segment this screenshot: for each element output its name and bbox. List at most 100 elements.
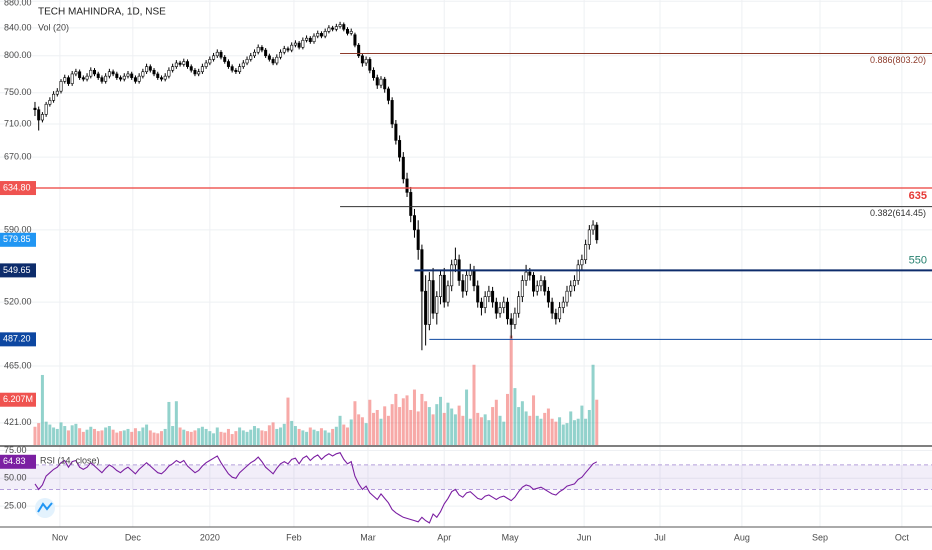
candle-body — [126, 73, 130, 77]
x-tick-label: Mar — [360, 532, 376, 542]
volume-bar — [453, 414, 457, 445]
volume-bar — [33, 426, 37, 445]
candle-body — [520, 280, 524, 297]
candle-body — [472, 269, 476, 287]
candle-body — [85, 75, 89, 80]
volume-bar — [267, 425, 271, 445]
candle-body — [182, 61, 186, 65]
x-tick-label: Aug — [734, 532, 750, 542]
y-tick-label: 750.00 — [4, 87, 32, 97]
volume-bar — [338, 415, 342, 445]
volume-bar — [145, 424, 149, 445]
rsi-tick-label: 75.00 — [4, 445, 27, 455]
candle-body — [483, 296, 487, 308]
volume-bar — [513, 388, 517, 445]
candle-body — [93, 69, 97, 75]
volume-bar — [424, 401, 428, 445]
candle-body — [279, 51, 283, 58]
volume-bar — [152, 432, 156, 445]
last-price-tag-bg — [0, 232, 36, 247]
candle-body — [44, 103, 48, 115]
level-tag: 549.65 — [3, 265, 31, 275]
candle-body — [286, 48, 290, 51]
volume-bar — [502, 421, 506, 445]
volume-bar — [215, 427, 219, 445]
volume-bar — [457, 405, 461, 445]
candle-body — [375, 77, 379, 86]
volume-bar — [543, 412, 547, 445]
candle-body — [409, 192, 413, 216]
volume-bar — [115, 432, 119, 445]
candle-body — [550, 301, 554, 314]
level-tag: 634.80 — [3, 182, 31, 192]
candle-body — [241, 62, 245, 67]
candle-body — [386, 88, 390, 101]
volume-bar — [372, 412, 376, 445]
y-tick-label: 710.00 — [4, 118, 32, 128]
volume-bar — [532, 395, 536, 445]
y-tick-label: 800.00 — [4, 50, 32, 60]
y-tick-label: 421.00 — [4, 417, 32, 427]
candle-body — [491, 290, 495, 303]
volume-bar — [539, 418, 543, 445]
x-tick-label: 2020 — [200, 532, 220, 542]
volume-bar — [546, 408, 550, 445]
candle-body — [111, 71, 115, 75]
volume-bar — [271, 422, 275, 445]
candle-body — [78, 71, 82, 78]
candle-body — [461, 280, 465, 292]
volume-bar — [252, 426, 256, 445]
volume-bar — [439, 396, 443, 445]
candle-body — [513, 312, 517, 325]
volume-bar — [390, 404, 394, 445]
candle-body — [431, 280, 435, 314]
volume-bar — [569, 411, 573, 445]
volume-bar — [442, 412, 446, 445]
volume-bar — [111, 429, 115, 445]
candle-body — [535, 285, 539, 292]
logo[interactable] — [35, 498, 55, 518]
volume-bar — [234, 431, 238, 445]
volume-bar — [479, 417, 483, 445]
candle-body — [572, 280, 576, 287]
candle-body — [230, 66, 234, 71]
candle-body — [587, 229, 591, 245]
volume-bar — [487, 420, 491, 445]
volume-bar — [472, 364, 476, 445]
rsi-label: RSI (14, close) — [40, 455, 100, 465]
volume-bar — [494, 399, 498, 445]
candle-body — [148, 66, 152, 71]
candle-body — [260, 46, 264, 51]
candle-body — [346, 28, 350, 34]
volume-bar — [561, 424, 565, 445]
volume-pane — [33, 335, 599, 445]
candle-body — [104, 75, 108, 82]
volume-bar — [476, 412, 480, 445]
volume-bar — [558, 417, 562, 445]
volume-bar — [379, 418, 383, 445]
candle-body — [539, 280, 543, 287]
candle-body — [297, 42, 301, 48]
x-tick-label: Jun — [577, 532, 592, 542]
volume-bar — [572, 420, 576, 445]
volume-bar — [308, 427, 312, 445]
volume-bar — [461, 415, 465, 445]
volume-bar — [182, 429, 186, 445]
volume-bar — [66, 430, 70, 445]
x-tick-label: May — [502, 532, 520, 542]
candle-body — [130, 73, 134, 78]
volume-bar — [587, 409, 591, 445]
candle-body — [208, 59, 212, 64]
level-tag-bg — [0, 263, 36, 278]
candle-body — [312, 35, 316, 42]
candle-body — [424, 290, 428, 325]
candle-body — [379, 78, 383, 86]
volume-bar — [498, 415, 502, 445]
volume-bar — [230, 434, 234, 445]
candle-body — [267, 55, 271, 60]
candle-body — [360, 55, 364, 64]
volume-bar — [301, 430, 305, 445]
volume-bar — [159, 431, 163, 445]
volume-bar — [576, 418, 580, 445]
candle-body — [152, 69, 156, 75]
